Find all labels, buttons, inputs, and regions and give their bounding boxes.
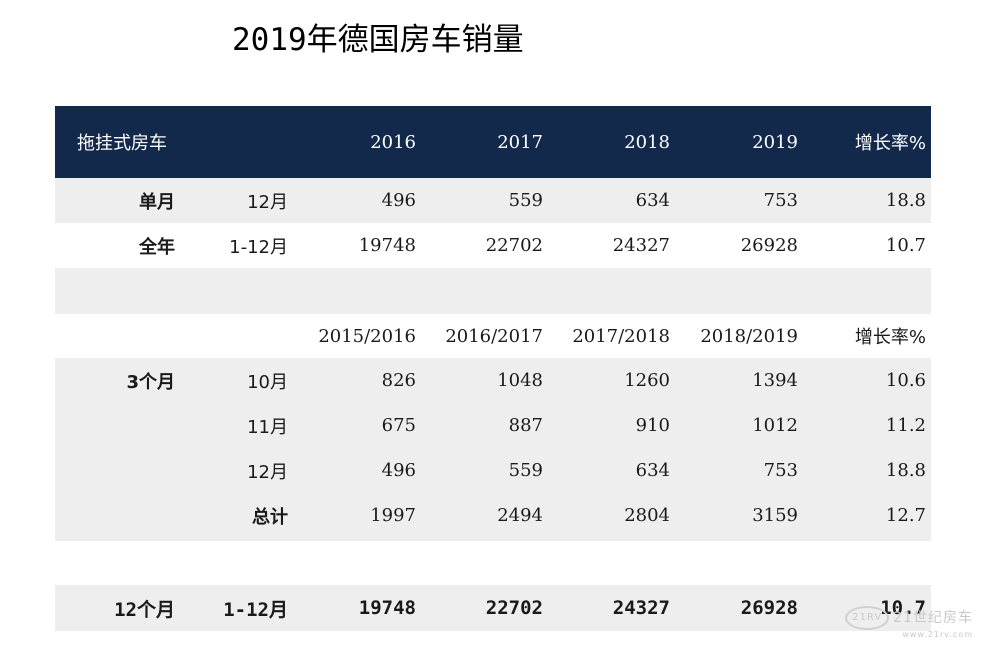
value-cell: 19748: [358, 235, 416, 256]
table-row: 3个月 10月 826 1048 1260 1394 10.6: [55, 358, 931, 403]
sales-table: 拖挂式房车 2016 2017 2018 2019 增长率% 单月 12月 49…: [55, 106, 931, 631]
header-season: 2015/2016: [318, 325, 416, 347]
table-row: 12月 496 559 634 753 18.8: [55, 448, 931, 493]
growth-cell: 18.8: [885, 460, 926, 481]
header-category-label: 拖挂式房车: [77, 133, 167, 154]
three-month-block: 3个月 10月 826 1048 1260 1394 10.6 11月 675 …: [55, 358, 931, 541]
header-growth-label: 增长率%: [854, 327, 926, 348]
value-cell: 1997: [370, 505, 416, 526]
value-cell: 19748: [358, 597, 416, 619]
row-label: 全年: [139, 236, 175, 258]
watermark-text: 21世纪房车: [893, 610, 973, 626]
row-period: 12月: [247, 461, 288, 483]
table-row-monthly: 单月 12月 496 559 634 753 18.8: [55, 178, 931, 223]
growth-cell: 12.7: [885, 505, 926, 526]
row-period: 10月: [247, 371, 288, 393]
row-label: 3个月: [126, 371, 175, 393]
spacer-band: [55, 268, 931, 314]
spacer-gap: [55, 541, 931, 585]
header-year-2016: 2016: [370, 131, 416, 153]
value-cell: 753: [763, 460, 798, 481]
header-year-2019: 2019: [752, 131, 798, 153]
value-cell: 753: [763, 190, 798, 211]
value-cell: 26928: [740, 597, 798, 619]
header-year-2018: 2018: [624, 131, 670, 153]
value-cell: 2494: [497, 505, 543, 526]
growth-cell: 10.7: [880, 597, 926, 619]
value-cell: 634: [635, 460, 670, 481]
row-period: 12月: [247, 191, 288, 213]
table-row-season-header: 2015/2016 2016/2017 2017/2018 2018/2019 …: [55, 314, 931, 358]
value-cell: 24327: [612, 235, 670, 256]
row-period: 1-12月: [229, 236, 288, 258]
table-row-annual: 全年 1-12月 19748 22702 24327 26928 10.7: [55, 223, 931, 268]
page-title: 2019年德国房车销量: [232, 22, 524, 58]
value-cell: 2804: [624, 505, 670, 526]
row-period: 11月: [247, 416, 288, 438]
value-cell: 1260: [624, 370, 670, 391]
value-cell: 22702: [485, 597, 543, 619]
table-row: 11月 675 887 910 1012 11.2: [55, 403, 931, 448]
watermark-logo: 21RV 21世纪房车 www.21rv.com: [845, 606, 973, 639]
row-label: 12个月: [114, 598, 175, 621]
value-cell: 559: [508, 460, 543, 481]
value-cell: 1012: [752, 415, 798, 436]
value-cell: 1048: [497, 370, 543, 391]
header-year-2017: 2017: [497, 131, 543, 153]
value-cell: 26928: [740, 235, 798, 256]
value-cell: 22702: [485, 235, 543, 256]
value-cell: 634: [635, 190, 670, 211]
value-cell: 3159: [752, 505, 798, 526]
table-row-twelve-month: 12个月 1-12月 19748 22702 24327 26928 10.7: [55, 585, 931, 631]
value-cell: 496: [381, 190, 416, 211]
logo-ring-icon: 21RV: [845, 606, 890, 630]
header-season: 2017/2018: [572, 325, 670, 347]
growth-cell: 11.2: [885, 415, 926, 436]
watermark-url: www.21rv.com: [902, 630, 973, 639]
value-cell: 24327: [612, 597, 670, 619]
header-season: 2016/2017: [445, 325, 543, 347]
value-cell: 496: [381, 460, 416, 481]
row-label: 单月: [139, 191, 175, 213]
header-growth-label: 增长率%: [854, 133, 926, 154]
value-cell: 887: [508, 415, 543, 436]
value-cell: 826: [381, 370, 416, 391]
value-cell: 675: [381, 415, 416, 436]
growth-cell: 18.8: [885, 190, 926, 211]
row-period: 1-12月: [223, 598, 288, 621]
growth-cell: 10.6: [885, 370, 926, 391]
table-row-total: 总计 1997 2494 2804 3159 12.7: [55, 493, 931, 538]
value-cell: 1394: [752, 370, 798, 391]
header-season: 2018/2019: [700, 325, 798, 347]
table-header-row: 拖挂式房车 2016 2017 2018 2019 增长率%: [55, 106, 931, 178]
value-cell: 559: [508, 190, 543, 211]
total-label: 总计: [252, 506, 288, 528]
growth-cell: 10.7: [885, 235, 926, 256]
value-cell: 910: [635, 415, 670, 436]
